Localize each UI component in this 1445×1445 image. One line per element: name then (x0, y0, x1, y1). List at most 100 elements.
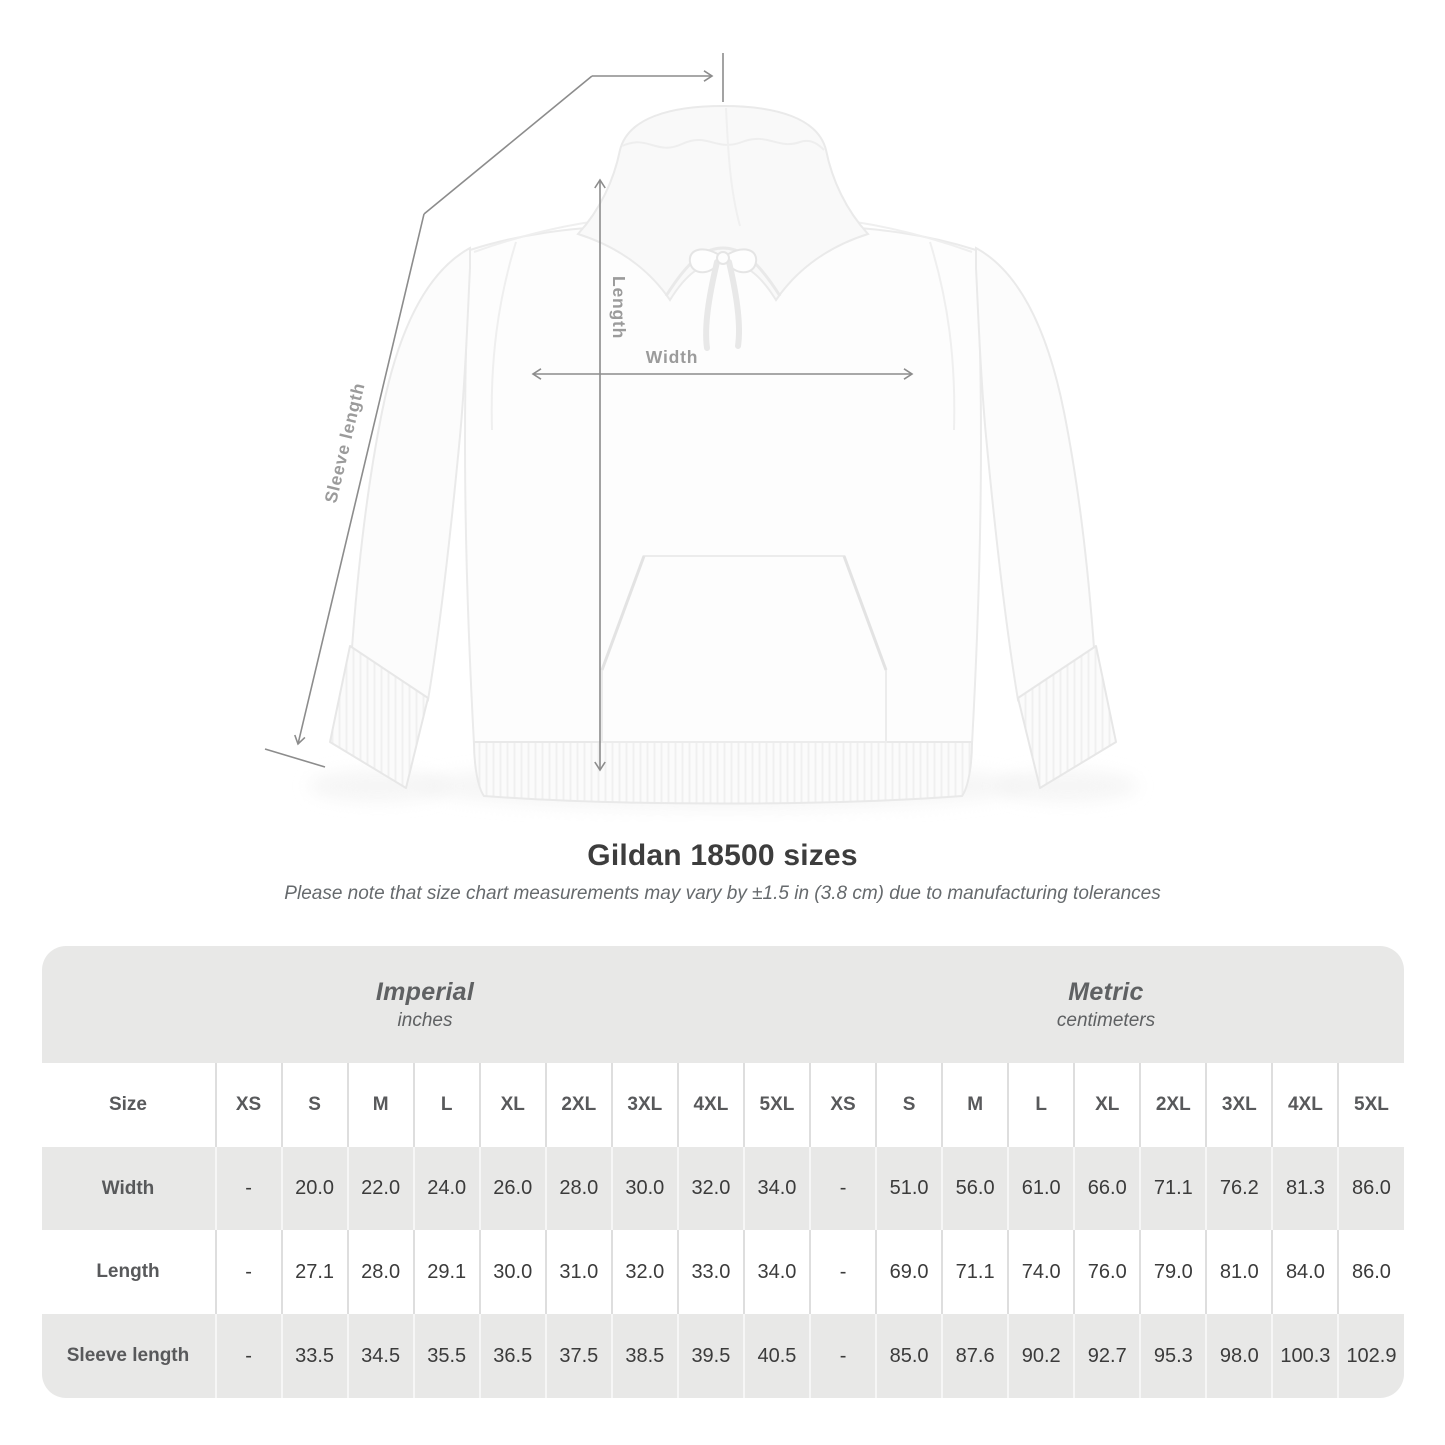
value-cell: 27.1 (280, 1230, 347, 1314)
width-row: Width - 20.0 22.0 24.0 26.0 28.0 30.0 32… (41, 1147, 1404, 1230)
sleeve-length-label: Sleeve length (320, 380, 368, 504)
value-cell: 76.0 (1073, 1230, 1139, 1314)
hood-scrunch-line (621, 137, 825, 151)
hoodie-illustration (329, 104, 1117, 805)
tolerance-note: Please note that size chart measurements… (284, 883, 1161, 904)
value-cell: 69.0 (875, 1230, 941, 1314)
value-cell: 74.0 (1007, 1230, 1073, 1314)
metric-section-header: Metric centimeters (809, 946, 1404, 1063)
value-cell: 33.0 (676, 1230, 743, 1314)
value-cell: 33.5 (280, 1314, 347, 1398)
right-armhole-seam (929, 241, 956, 431)
row-label: Sleeve length (66, 1345, 190, 1366)
value-cell: 100.3 (1271, 1314, 1337, 1398)
width-label: Width (646, 347, 698, 367)
value-cell: 36.5 (478, 1314, 545, 1398)
value-cell: 30.0 (610, 1147, 677, 1230)
value-cell: - (214, 1147, 281, 1230)
value-cell: 79.0 (1139, 1230, 1205, 1314)
pocket-opening-right (842, 555, 888, 671)
value-cell: 51.0 (875, 1147, 941, 1230)
size-cell: XL (1073, 1063, 1139, 1147)
sleeve-length-shoulder-segment (423, 75, 593, 215)
value-cell: 98.0 (1205, 1314, 1271, 1398)
value-cell: 22.0 (346, 1147, 413, 1230)
value-cell: 81.0 (1205, 1230, 1271, 1314)
unit-section-headers: Imperial inches Metric centimeters (41, 946, 1404, 1063)
row-label: Width (101, 1177, 155, 1199)
hoodie-diagram-svg: Length Width Sleeve length (264, 53, 1138, 810)
collar-rim (664, 246, 782, 297)
value-cell: 37.5 (544, 1314, 611, 1398)
value-cell: 86.0 (1337, 1230, 1403, 1314)
measurement-lines (264, 53, 914, 772)
value-cell: 35.5 (412, 1314, 479, 1398)
value-cell: 31.0 (544, 1230, 611, 1314)
value-cell: 34.5 (346, 1314, 413, 1398)
value-cell: - (809, 1230, 875, 1314)
value-cell: 24.0 (412, 1147, 479, 1230)
length-row: Length - 27.1 28.0 29.1 30.0 31.0 32.0 3… (41, 1230, 1404, 1314)
value-cell: 90.2 (1007, 1314, 1073, 1398)
right-cuff (1017, 645, 1117, 789)
value-cell: 26.0 (478, 1147, 545, 1230)
value-cell: 40.5 (742, 1314, 809, 1398)
sleeve-length-row: Sleeve length - 33.5 34.5 35.5 36.5 37.5… (41, 1314, 1404, 1398)
value-cell: 86.0 (1337, 1147, 1403, 1230)
imperial-section-header: Imperial inches (42, 946, 809, 1063)
value-cell: - (809, 1314, 875, 1398)
value-cell: 39.5 (676, 1314, 743, 1398)
size-table: Imperial inches Metric centimeters Size … (41, 946, 1404, 1398)
value-cell: 30.0 (478, 1230, 545, 1314)
size-column-header: Size (108, 1094, 148, 1115)
size-cell: 3XL (610, 1063, 677, 1147)
imperial-title: Imperial (375, 977, 475, 1006)
value-cell: 32.0 (676, 1147, 743, 1230)
value-cell: 95.3 (1139, 1314, 1205, 1398)
value-cell: 92.7 (1073, 1314, 1139, 1398)
value-cell: 34.0 (742, 1230, 809, 1314)
value-cell: 34.0 (742, 1147, 809, 1230)
value-cell: 84.0 (1271, 1230, 1337, 1314)
value-cell: 61.0 (1007, 1147, 1073, 1230)
value-cell: 38.5 (610, 1314, 677, 1398)
size-cell: S (875, 1063, 941, 1147)
size-cell: L (1007, 1063, 1073, 1147)
imperial-subtitle: inches (397, 1009, 453, 1031)
cuff-tick (264, 748, 326, 768)
size-cell: 3XL (1205, 1063, 1271, 1147)
hoodie-size-diagram: Length Width Sleeve length (264, 53, 1138, 810)
value-cell: 85.0 (875, 1314, 941, 1398)
drawstring-bow (688, 248, 758, 351)
hem-band (472, 741, 974, 805)
size-header-row: Size XS S M L XL 2XL 3XL 4XL 5XL XS S M … (41, 1063, 1404, 1147)
size-cell: XS (214, 1063, 281, 1147)
value-cell: - (809, 1147, 875, 1230)
value-cell: 28.0 (346, 1230, 413, 1314)
right-sleeve (975, 246, 1096, 702)
size-cell: S (280, 1063, 347, 1147)
hood-center-seam (725, 107, 741, 227)
left-cuff (329, 645, 429, 789)
kangaroo-pocket (601, 555, 887, 743)
size-cell: 2XL (544, 1063, 611, 1147)
size-cell: XL (478, 1063, 545, 1147)
value-cell: 81.3 (1271, 1147, 1337, 1230)
value-cell: 102.9 (1337, 1314, 1403, 1398)
size-cell: 5XL (1337, 1063, 1403, 1147)
value-cell: 71.1 (1139, 1147, 1205, 1230)
page-title: Gildan 18500 sizes (587, 839, 858, 872)
value-cell: 56.0 (941, 1147, 1007, 1230)
value-cell: 28.0 (544, 1147, 611, 1230)
value-cell: 71.1 (941, 1230, 1007, 1314)
value-cell: - (214, 1314, 281, 1398)
pocket-opening-left (600, 555, 646, 671)
size-cell: 4XL (676, 1063, 743, 1147)
size-cell: L (412, 1063, 479, 1147)
size-cell: XS (809, 1063, 875, 1147)
size-cell: 5XL (742, 1063, 809, 1147)
metric-subtitle: centimeters (1056, 1009, 1156, 1031)
size-cell: M (941, 1063, 1007, 1147)
metric-title: Metric (1068, 977, 1144, 1006)
